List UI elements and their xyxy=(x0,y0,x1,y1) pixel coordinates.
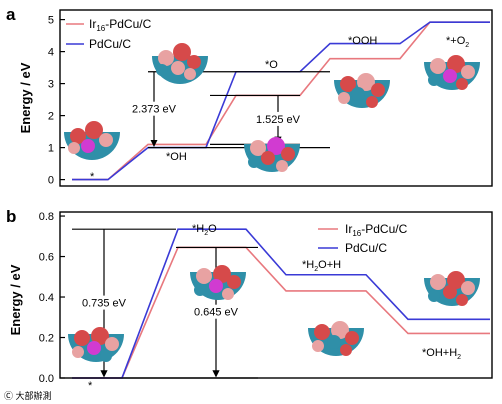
catalyst-model-a-2 xyxy=(244,137,300,172)
b-annot-1-label: 0.645 eV xyxy=(194,307,239,319)
catalyst-model-b-1 xyxy=(190,265,246,300)
legend-label-ir16: Ir16-PdCu/C xyxy=(89,17,152,33)
panel-b-series xyxy=(72,228,490,379)
a-ytick-label-3: 3 xyxy=(48,79,54,91)
legend-b-label-ir16: Ir16-PdCu/C xyxy=(345,222,408,238)
b-ytick-label-0: 0.0 xyxy=(39,373,54,385)
panel-b-legend: Ir16-PdCu/C PdCu/C xyxy=(318,222,408,255)
panel-a-annotations: 2.373 eV 1.525 eV xyxy=(128,71,330,149)
b-step-label-3: *OH+H2 xyxy=(422,347,461,361)
a-annot-1-label: 1.525 eV xyxy=(256,114,301,126)
legend-b-label-pdcu: PdCu/C xyxy=(345,241,387,255)
b-step-label-2: *H2O+H xyxy=(302,259,341,273)
panel-b-frame xyxy=(59,211,493,379)
a-ytick-label-0: 0 xyxy=(48,175,54,187)
catalyst-model-a-1 xyxy=(152,43,208,84)
catalyst-model-a-0 xyxy=(64,121,120,160)
a-ytick-label-5: 5 xyxy=(48,15,54,27)
panel-b-annotations: 0.735 eV 0.645 eV xyxy=(72,228,258,379)
b-step-label-1: *H2O xyxy=(192,223,217,237)
panel-a-ylabel: Energy / eV xyxy=(18,62,33,133)
catalyst-model-b-0 xyxy=(68,327,124,362)
b-ytick-label-4: 0.8 xyxy=(39,211,54,223)
b-step-label-0: * xyxy=(88,380,93,392)
b-ytick-label-1: 0.2 xyxy=(39,333,54,345)
a-step-label-2: *O xyxy=(265,59,278,71)
panel-b-y-ticks: 0.0 0.2 0.4 0.6 0.8 xyxy=(39,211,65,385)
panel-a-legend: Ir16-PdCu/C PdCu/C xyxy=(66,17,152,51)
a-step-label-0: * xyxy=(90,171,95,183)
b-annot-0-label-bg xyxy=(78,295,130,310)
a-ytick-label-2: 2 xyxy=(48,111,54,123)
b-annot-1-label-bg xyxy=(190,304,242,319)
b-annot-0-label: 0.735 eV xyxy=(82,298,127,310)
panel-a-y-ticks: 0 1 2 3 4 5 xyxy=(48,15,65,187)
a-annot-0-label-bg xyxy=(128,101,180,116)
b-series-0-line xyxy=(72,246,490,379)
b-ytick-label-2: 0.4 xyxy=(39,292,54,304)
catalyst-model-a-4 xyxy=(424,55,480,90)
panel-a-frame xyxy=(59,9,493,187)
a-ytick-label-4: 4 xyxy=(48,47,54,59)
a-step-label-4: *+O2 xyxy=(446,35,469,49)
panel-a-label: a xyxy=(6,5,16,24)
catalyst-model-b-3 xyxy=(424,271,480,306)
a-ytick-label-1: 1 xyxy=(48,143,54,155)
a-step-label-1: *OH xyxy=(166,151,187,163)
a-annot-1-label-bg xyxy=(252,111,304,126)
b-series-1-line xyxy=(72,228,490,379)
panel-b-label: b xyxy=(6,207,16,226)
catalyst-model-a-3 xyxy=(334,73,390,108)
watermark: Ⓒ 大部辦測 xyxy=(4,390,52,401)
catalyst-model-b-2 xyxy=(308,321,364,356)
legend-label-pdcu: PdCu/C xyxy=(89,37,131,51)
a-step-label-3: *OOH xyxy=(348,35,377,47)
a-annot-0-label: 2.373 eV xyxy=(132,104,177,116)
b-ytick-label-3: 0.6 xyxy=(39,252,54,264)
panel-b-ylabel: Energy / eV xyxy=(8,264,23,335)
